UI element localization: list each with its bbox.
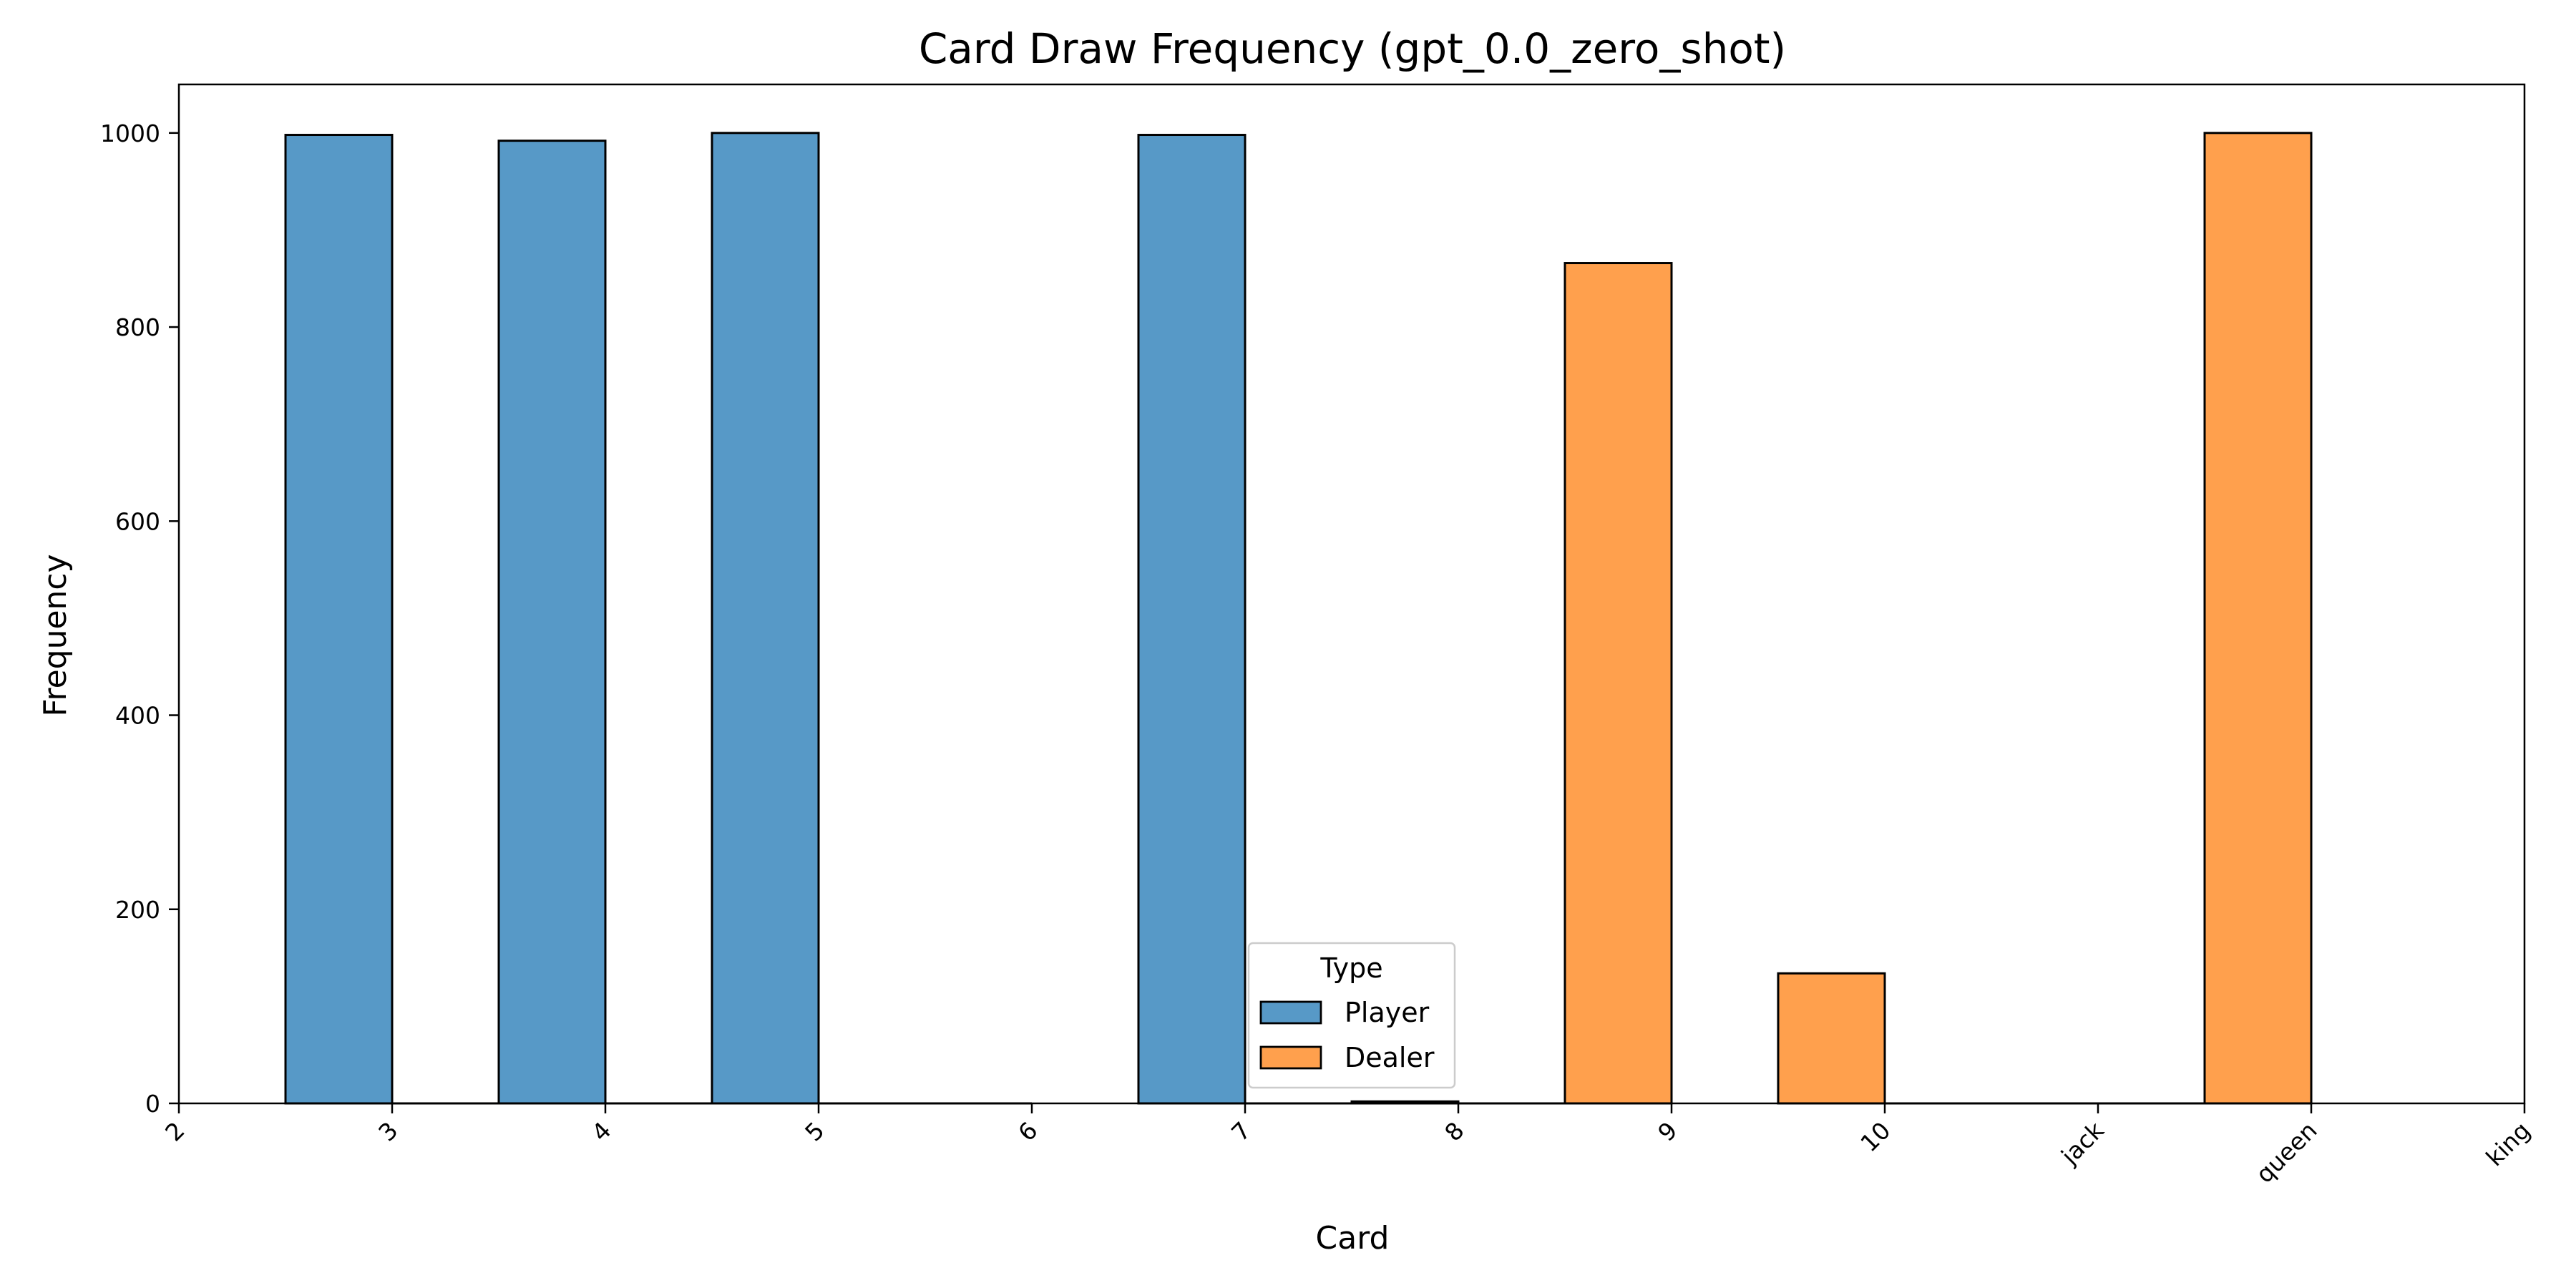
chart-title: Card Draw Frequency (gpt_0.0_zero_shot) xyxy=(919,24,1786,73)
y-tick-label-600: 600 xyxy=(115,507,160,535)
legend-label-dealer: Dealer xyxy=(1345,1042,1435,1073)
bar-player-7 xyxy=(1350,1100,1460,1105)
y-axis: 0 200 400 600 800 1000 xyxy=(100,119,179,1118)
bar-player-3 xyxy=(497,140,607,1105)
legend-swatch-player xyxy=(1259,1000,1322,1025)
legend-label-player: Player xyxy=(1345,997,1430,1028)
y-axis-label: Frequency xyxy=(37,554,74,716)
legend-title: Type xyxy=(1319,952,1382,984)
legend-swatch-dealer xyxy=(1259,1045,1322,1070)
y-tick-label-800: 800 xyxy=(115,313,160,341)
bars xyxy=(284,132,2313,1105)
bar-player-2 xyxy=(284,134,394,1105)
bar-dealer-8 xyxy=(1563,262,1673,1105)
y-tick-label-400: 400 xyxy=(115,702,160,730)
y-tick-label-200: 200 xyxy=(115,896,160,924)
y-tick-label-1000: 1000 xyxy=(100,119,160,147)
bar-dealer-9 xyxy=(1777,972,1886,1105)
bar-player-4 xyxy=(711,132,820,1105)
bar-dealer-jack xyxy=(2203,132,2313,1105)
bar-player-6 xyxy=(1137,134,1246,1105)
y-tick-label-0: 0 xyxy=(145,1090,160,1118)
legend: Type Player Dealer xyxy=(1247,942,1456,1089)
x-axis-label: Card xyxy=(1316,1220,1390,1257)
